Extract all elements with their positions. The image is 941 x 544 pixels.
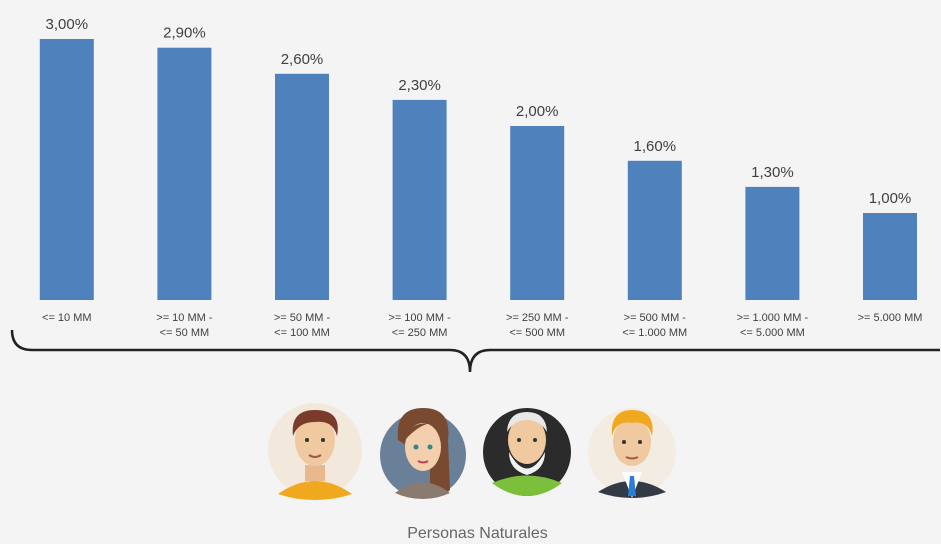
page: 3,00% 2,90% 2,60% 2,30% 2,00% 1,60% 1,30% 1,00%…: [0, 0, 941, 544]
caption: Personas Naturales: [0, 525, 941, 543]
x-tick-label: >= 5.000 MM: [831, 311, 941, 326]
bar: [40, 39, 94, 300]
x-tick-label: >= 50 MM - <= 100 MM: [243, 311, 361, 341]
x-tick-label: >= 250 MM - <= 500 MM: [478, 311, 596, 341]
x-tick-label: <= 10 MM: [8, 311, 126, 326]
x-tick-label: >= 1.000 MM - <= 5.000 MM: [713, 311, 831, 341]
avatar: [268, 403, 362, 500]
bar: [628, 161, 682, 300]
avatar: [588, 408, 676, 498]
value-label: 1,00%: [869, 190, 912, 207]
bar: [510, 126, 564, 300]
bar: [863, 213, 917, 300]
value-label: 2,90%: [163, 25, 206, 42]
x-tick-label: >= 10 MM - <= 50 MM: [125, 311, 243, 341]
bar: [275, 74, 329, 300]
bar: [745, 187, 799, 300]
avatar: [380, 408, 466, 499]
avatar: [483, 408, 571, 496]
value-label: 1,30%: [751, 164, 794, 181]
value-label: 3,00%: [46, 16, 89, 33]
value-label: 1,60%: [634, 138, 677, 155]
value-label: 2,00%: [516, 103, 559, 120]
bar: [393, 100, 447, 300]
value-label: 2,60%: [281, 51, 324, 68]
chart: 3,00% 2,90% 2,60% 2,30% 2,00% 1,60% 1,30% 1,00%: [0, 0, 941, 544]
x-tick-label: >= 100 MM - <= 250 MM: [361, 311, 479, 341]
value-label: 2,30%: [398, 77, 441, 94]
x-tick-label: >= 500 MM - <= 1.000 MM: [596, 311, 714, 341]
bar: [157, 48, 211, 300]
